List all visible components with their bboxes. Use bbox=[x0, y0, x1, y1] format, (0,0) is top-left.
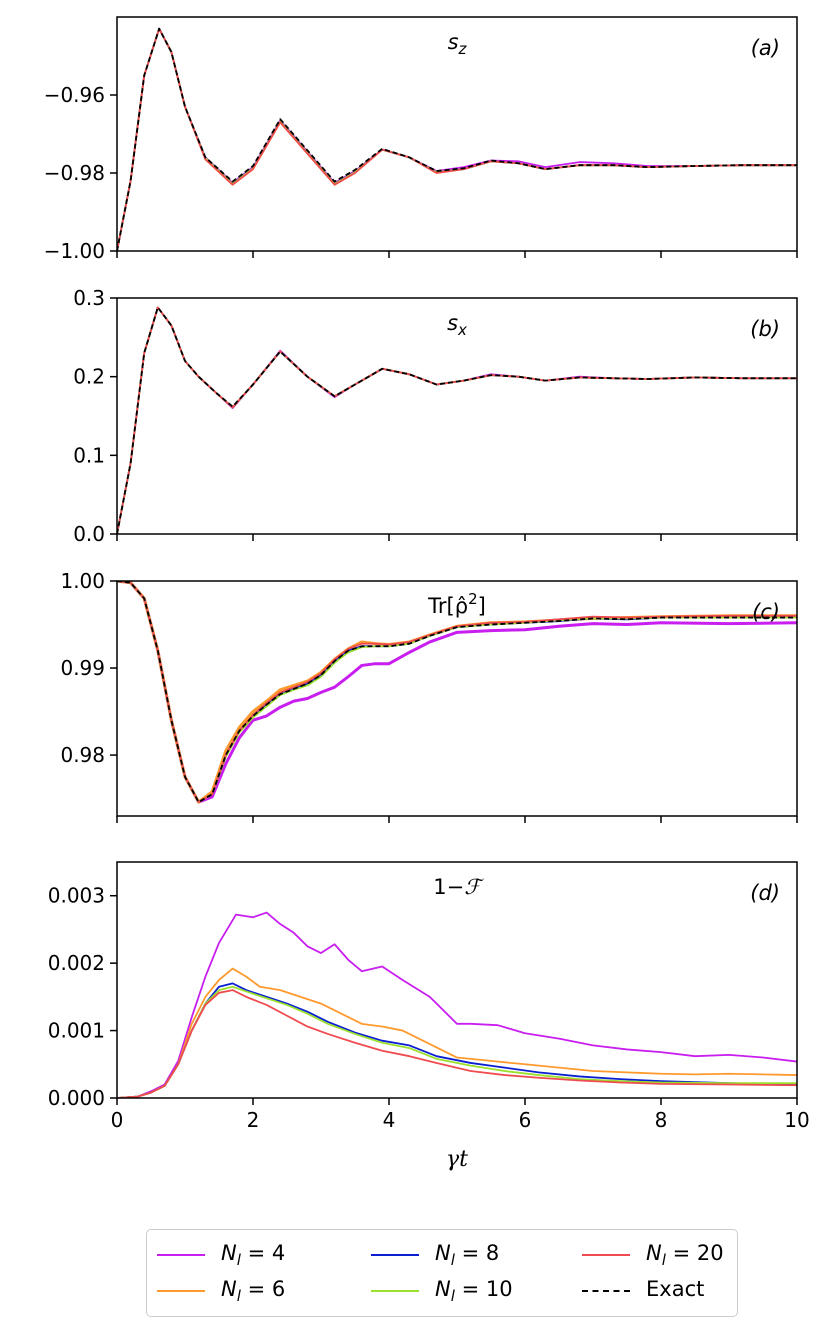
series-line-c-5 bbox=[117, 581, 797, 803]
x-tick-label-d-1: 2 bbox=[247, 1108, 260, 1132]
x-axis-label: γt bbox=[446, 1147, 468, 1172]
series-line-b-5 bbox=[117, 306, 797, 534]
panel-a: −1.00 −0.98 −0.96 sz (a) bbox=[44, 16, 798, 263]
legend-item-nl10: Nl = 10 bbox=[371, 1276, 513, 1306]
panel-title-c: Tr[ρ̂2] bbox=[427, 590, 486, 618]
x-tick-label-d-2: 4 bbox=[383, 1108, 396, 1132]
y-tick-label-b-3: 0.3 bbox=[73, 286, 105, 310]
y-tick-label-b-0: 0.0 bbox=[73, 522, 105, 546]
series-line-b-1 bbox=[117, 306, 797, 534]
legend-line-nl10 bbox=[371, 1290, 419, 1292]
y-tick-label-d-3: 0.003 bbox=[48, 884, 105, 908]
legend-line-nl8 bbox=[371, 1254, 419, 1256]
legend-item-nl4: Nl = 4 bbox=[157, 1240, 285, 1270]
legend-label-exact: Exact bbox=[646, 1276, 705, 1301]
legend-item-exact: Exact bbox=[582, 1276, 704, 1306]
series-line-a-0 bbox=[117, 27, 797, 251]
legend-item-nl20: Nl = 20 bbox=[582, 1240, 724, 1270]
legend-line-nl4 bbox=[157, 1254, 205, 1256]
panel-title-a: sz bbox=[448, 30, 468, 58]
y-tick-label-c-1: 0.99 bbox=[60, 656, 105, 680]
axes-frame-c bbox=[116, 580, 798, 817]
legend-item-nl6: Nl = 6 bbox=[157, 1276, 285, 1306]
legend-item-nl8: Nl = 8 bbox=[371, 1240, 499, 1270]
panel-title-b: sx bbox=[447, 311, 467, 339]
panel-title-d: 1−ℱ bbox=[433, 875, 484, 899]
panel-b: 0.0 0.1 0.2 0.3 sx (b) bbox=[73, 286, 798, 546]
series-group-a bbox=[117, 27, 797, 251]
series-line-a-1 bbox=[117, 27, 797, 251]
series-line-d-4 bbox=[117, 989, 797, 1098]
legend: Nl = 4 Nl = 8 Nl = 20 Nl = 6 Nl = 10 Exa… bbox=[146, 1229, 738, 1317]
series-line-b-4 bbox=[117, 306, 797, 534]
series-line-d-0 bbox=[117, 911, 797, 1098]
panel-d: 0.000 0.001 0.002 0.003 0 2 4 6 8 10 1−ℱ (d) γt bbox=[48, 861, 810, 1172]
legend-line-exact bbox=[582, 1290, 630, 1292]
y-tick-label-a-0: −1.00 bbox=[44, 239, 105, 263]
legend-label-nl4: Nl = 4 bbox=[221, 1240, 286, 1270]
y-tick-label-d-0: 0.000 bbox=[48, 1086, 105, 1110]
panel-c: 0.98 0.99 1.00 Tr[ρ̂2] (c) bbox=[60, 569, 798, 823]
series-line-a-5 bbox=[117, 27, 797, 251]
legend-label-nl6: Nl = 6 bbox=[221, 1276, 286, 1306]
y-tick-label-d-1: 0.001 bbox=[48, 1019, 105, 1043]
series-line-a-2 bbox=[117, 27, 797, 251]
legend-line-nl6 bbox=[157, 1290, 205, 1292]
panel-tag-c: (c) bbox=[752, 600, 780, 624]
y-tick-label-a-1: −0.98 bbox=[44, 161, 105, 185]
legend-label-nl20: Nl = 20 bbox=[646, 1240, 724, 1270]
series-line-d-2 bbox=[117, 982, 797, 1098]
series-line-d-1 bbox=[117, 967, 797, 1098]
series-group-c bbox=[117, 581, 797, 804]
y-tick-label-c-2: 1.00 bbox=[60, 569, 105, 593]
x-tick-label-d-4: 8 bbox=[655, 1108, 668, 1132]
x-tick-label-d-5: 10 bbox=[784, 1108, 809, 1132]
y-tick-label-c-0: 0.98 bbox=[60, 743, 105, 767]
y-tick-label-b-2: 0.2 bbox=[73, 365, 105, 389]
y-tick-label-b-1: 0.1 bbox=[73, 443, 105, 467]
series-line-b-0 bbox=[117, 306, 797, 534]
legend-line-nl20 bbox=[582, 1254, 630, 1256]
y-tick-label-d-2: 0.002 bbox=[48, 951, 105, 975]
series-line-a-3 bbox=[117, 27, 797, 251]
axes-frame-d bbox=[116, 861, 798, 1099]
axes-frame-b bbox=[116, 297, 798, 535]
series-group-d bbox=[117, 911, 797, 1098]
series-line-c-4 bbox=[117, 581, 797, 803]
y-tick-label-a-2: −0.96 bbox=[44, 83, 105, 107]
series-line-b-2 bbox=[117, 306, 797, 534]
x-tick-label-d-3: 6 bbox=[519, 1108, 532, 1132]
series-line-b-3 bbox=[117, 306, 797, 534]
panel-tag-a: (a) bbox=[751, 36, 780, 60]
x-tick-label-d-0: 0 bbox=[111, 1108, 124, 1132]
legend-label-nl8: Nl = 8 bbox=[435, 1240, 500, 1270]
axes-frame-a bbox=[116, 16, 798, 252]
series-line-a-4 bbox=[117, 27, 797, 251]
panel-tag-d: (d) bbox=[750, 881, 780, 905]
legend-label-nl10: Nl = 10 bbox=[435, 1276, 513, 1306]
panel-tag-b: (b) bbox=[750, 317, 780, 341]
series-group-b bbox=[117, 306, 797, 534]
